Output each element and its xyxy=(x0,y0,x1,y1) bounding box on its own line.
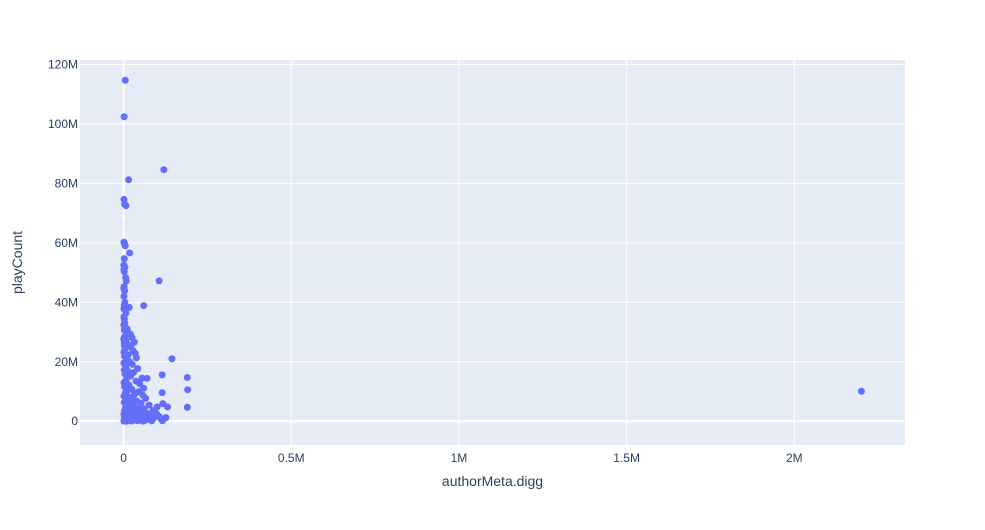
data-point[interactable] xyxy=(120,268,128,276)
data-point[interactable] xyxy=(124,381,132,389)
data-point[interactable] xyxy=(148,417,156,425)
data-point[interactable] xyxy=(125,303,133,311)
data-point[interactable] xyxy=(120,113,128,121)
y-tick-label: 60M xyxy=(55,236,78,250)
data-point[interactable] xyxy=(122,409,130,417)
y-tick-label: 80M xyxy=(55,176,78,190)
y-tick-label: 100M xyxy=(48,117,78,131)
x-tick-label: 0.5M xyxy=(278,451,305,465)
y-tick-label: 20M xyxy=(55,355,78,369)
data-point[interactable] xyxy=(122,277,130,285)
data-point[interactable] xyxy=(158,371,166,379)
data-point[interactable] xyxy=(159,417,166,425)
data-point[interactable] xyxy=(140,384,148,392)
data-point[interactable] xyxy=(123,325,131,333)
data-point[interactable] xyxy=(133,417,141,425)
y-axis-title: playCount xyxy=(9,231,25,294)
data-point[interactable] xyxy=(121,287,129,295)
data-point[interactable] xyxy=(158,389,166,397)
data-point[interactable] xyxy=(122,365,130,373)
data-point[interactable] xyxy=(168,355,176,363)
data-point[interactable] xyxy=(121,242,129,250)
data-point[interactable] xyxy=(183,403,191,411)
data-point[interactable] xyxy=(142,394,150,402)
data-point[interactable] xyxy=(120,255,128,263)
data-point[interactable] xyxy=(164,403,172,411)
data-point[interactable] xyxy=(857,387,865,395)
y-tick-label: 40M xyxy=(55,295,78,309)
data-point[interactable] xyxy=(138,374,146,382)
tick-labels: 0 0.5M 1M 1.5M 2M 0 20M 40M 60M 80M 100M 120M xyxy=(48,57,803,465)
plot-area xyxy=(80,60,905,445)
data-point[interactable] xyxy=(120,292,128,300)
x-tick-label: 1M xyxy=(451,451,468,465)
gridlines xyxy=(80,60,905,445)
data-point[interactable] xyxy=(125,176,133,184)
data-points xyxy=(120,76,865,425)
data-point[interactable] xyxy=(155,277,163,285)
data-point[interactable] xyxy=(132,354,140,362)
data-point[interactable] xyxy=(184,386,192,394)
data-point[interactable] xyxy=(123,397,131,405)
x-axis-title: authorMeta.digg xyxy=(442,473,543,489)
data-point[interactable] xyxy=(121,352,129,360)
data-point[interactable] xyxy=(145,401,153,409)
data-point[interactable] xyxy=(122,202,130,210)
x-tick-label: 0 xyxy=(120,451,127,465)
data-point[interactable] xyxy=(139,417,147,425)
data-point[interactable] xyxy=(143,374,151,382)
data-point[interactable] xyxy=(140,302,148,310)
y-tick-label: 120M xyxy=(48,57,78,71)
y-tick-label: 0 xyxy=(71,414,78,428)
x-tick-label: 1.5M xyxy=(613,451,640,465)
data-point[interactable] xyxy=(183,374,191,382)
data-point[interactable] xyxy=(120,339,128,347)
data-point[interactable] xyxy=(137,399,145,407)
x-tick-label: 2M xyxy=(786,451,803,465)
data-point[interactable] xyxy=(121,76,129,84)
data-point[interactable] xyxy=(136,380,144,388)
data-point[interactable] xyxy=(160,166,168,174)
data-point[interactable] xyxy=(126,249,134,257)
data-point[interactable] xyxy=(128,360,136,368)
